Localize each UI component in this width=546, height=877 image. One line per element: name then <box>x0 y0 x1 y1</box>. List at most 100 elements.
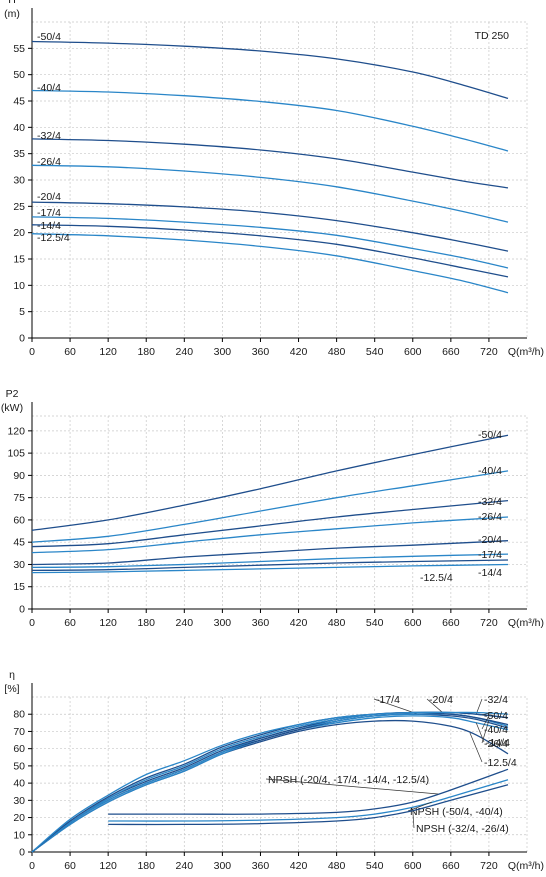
x-tick-label: 720 <box>480 346 498 358</box>
series-label: -40/4 <box>37 82 61 94</box>
y-tick-label: 60 <box>13 743 25 755</box>
series-label: -50/4 <box>478 429 502 441</box>
x-tick-label: 360 <box>252 346 270 358</box>
chart-panel-3: 0 60 120 180 240 300 360 420 480 540 600 660 720 0 10 2… <box>4 669 544 872</box>
x-tick-label: 60 <box>64 860 76 872</box>
y-tick-label: 90 <box>13 470 25 482</box>
x-tick-label: 300 <box>214 860 232 872</box>
y-tick-label: 20 <box>13 812 25 824</box>
series-label: -20/4 <box>37 191 61 203</box>
x-tick-label: 600 <box>404 860 422 872</box>
x-tick-label: 480 <box>328 346 346 358</box>
x-tick-label: 0 <box>29 346 35 358</box>
x-tick-label: 540 <box>366 860 384 872</box>
series-label: NPSH (-32/4, -26/4) <box>416 823 509 835</box>
x-tick-label: 660 <box>442 617 460 629</box>
y-tick-label: 20 <box>13 227 25 239</box>
x-tick-label: 120 <box>99 617 117 629</box>
x-tick-label: 60 <box>64 346 76 358</box>
y-tick-label: 35 <box>13 148 25 160</box>
series-label: -12.5/4 <box>420 572 453 584</box>
series-line--20-4 <box>31 540 509 566</box>
x-tick-label: 240 <box>176 860 194 872</box>
series-line--14-4 <box>31 224 509 278</box>
series-label: -26/4 <box>37 156 61 168</box>
series-label: NPSH (-50/4, -40/4) <box>410 806 503 818</box>
y-tick-label: 60 <box>13 514 25 526</box>
series-line--17-4 <box>31 553 509 569</box>
chart-title: TD 250 <box>475 30 510 42</box>
y-axis-unit: (kW) <box>1 402 23 414</box>
x-tick-label: 420 <box>290 346 308 358</box>
x-tick-label: 360 <box>252 860 270 872</box>
series-label: -32/4 <box>37 130 61 142</box>
x-tick-label: 660 <box>442 346 460 358</box>
y-tick-label: 25 <box>13 201 25 213</box>
series-label: -14/4 <box>37 220 61 232</box>
x-tick-label: 60 <box>64 617 76 629</box>
series-label: -17/4 <box>478 549 502 561</box>
series-line-NPSH-32-4-26-4- <box>108 784 509 826</box>
series-line--50-4 <box>31 434 509 531</box>
series-line-NPSH-50-4-40-4- <box>108 779 509 822</box>
y-tick-label: 30 <box>13 559 25 571</box>
y-tick-label: 10 <box>13 829 25 841</box>
y-tick-label: 0 <box>19 333 25 345</box>
series-label: -50/4 <box>484 710 508 722</box>
series-label: -40/4 <box>478 465 502 477</box>
series-line--14-4 <box>31 559 509 572</box>
label-leader-line <box>475 722 485 743</box>
x-tick-label: 120 <box>99 346 117 358</box>
y-tick-label: 0 <box>19 847 25 859</box>
y-tick-label: 15 <box>13 581 25 593</box>
x-tick-label: 660 <box>442 860 460 872</box>
y-tick-label: 105 <box>7 448 25 460</box>
x-tick-label: 720 <box>480 617 498 629</box>
series-label: -12.5/4 <box>37 232 70 244</box>
series-label: -50/4 <box>37 31 61 43</box>
y-tick-label: 75 <box>13 492 25 504</box>
x-tick-label: 300 <box>214 617 232 629</box>
series-line--32-4 <box>31 499 509 548</box>
y-axis-unit: (m) <box>4 8 20 20</box>
label-leader-line <box>265 778 439 795</box>
series-label: -14/4 <box>478 567 502 579</box>
label-leader-line <box>481 715 490 730</box>
plot-frame <box>31 415 528 610</box>
series-line--50-4 <box>31 711 509 853</box>
y-tick-label: 80 <box>13 709 25 721</box>
series-line--32-4 <box>31 138 509 189</box>
series-line--26-4 <box>31 516 509 554</box>
x-tick-label: 540 <box>366 346 384 358</box>
x-axis-label: Q(m³/h) <box>508 346 544 358</box>
label-leader-line <box>481 712 489 716</box>
y-tick-label: 50 <box>13 760 25 772</box>
series-label: -40/4 <box>484 724 508 736</box>
x-tick-label: 180 <box>137 617 155 629</box>
y-tick-label: 40 <box>13 778 25 790</box>
series-label: -32/4 <box>478 496 502 508</box>
series-line--40-4 <box>31 89 509 152</box>
series-line--12.5-4 <box>31 563 509 574</box>
x-tick-label: 720 <box>480 860 498 872</box>
x-tick-label: 180 <box>137 346 155 358</box>
x-tick-label: 0 <box>29 860 35 872</box>
y-tick-label: 55 <box>13 43 25 55</box>
series-label: -17/4 <box>376 694 400 706</box>
y-tick-label: 5 <box>19 306 25 318</box>
x-axis-label: Q(m³/h) <box>508 617 544 629</box>
y-tick-label: 0 <box>19 604 25 616</box>
y-tick-label: 45 <box>13 537 25 549</box>
x-tick-label: 180 <box>137 860 155 872</box>
series-label: -20/4 <box>478 534 502 546</box>
y-tick-label: 10 <box>13 280 25 292</box>
y-axis-unit: [%] <box>4 683 19 695</box>
series-line--17-4 <box>31 216 509 269</box>
label-leader-line <box>412 810 415 829</box>
series-label: -12.5/4 <box>484 757 517 769</box>
x-tick-label: 240 <box>176 346 194 358</box>
x-tick-label: 240 <box>176 617 194 629</box>
series-label: -26/4 <box>484 738 508 750</box>
series-line--40-4 <box>31 470 509 543</box>
